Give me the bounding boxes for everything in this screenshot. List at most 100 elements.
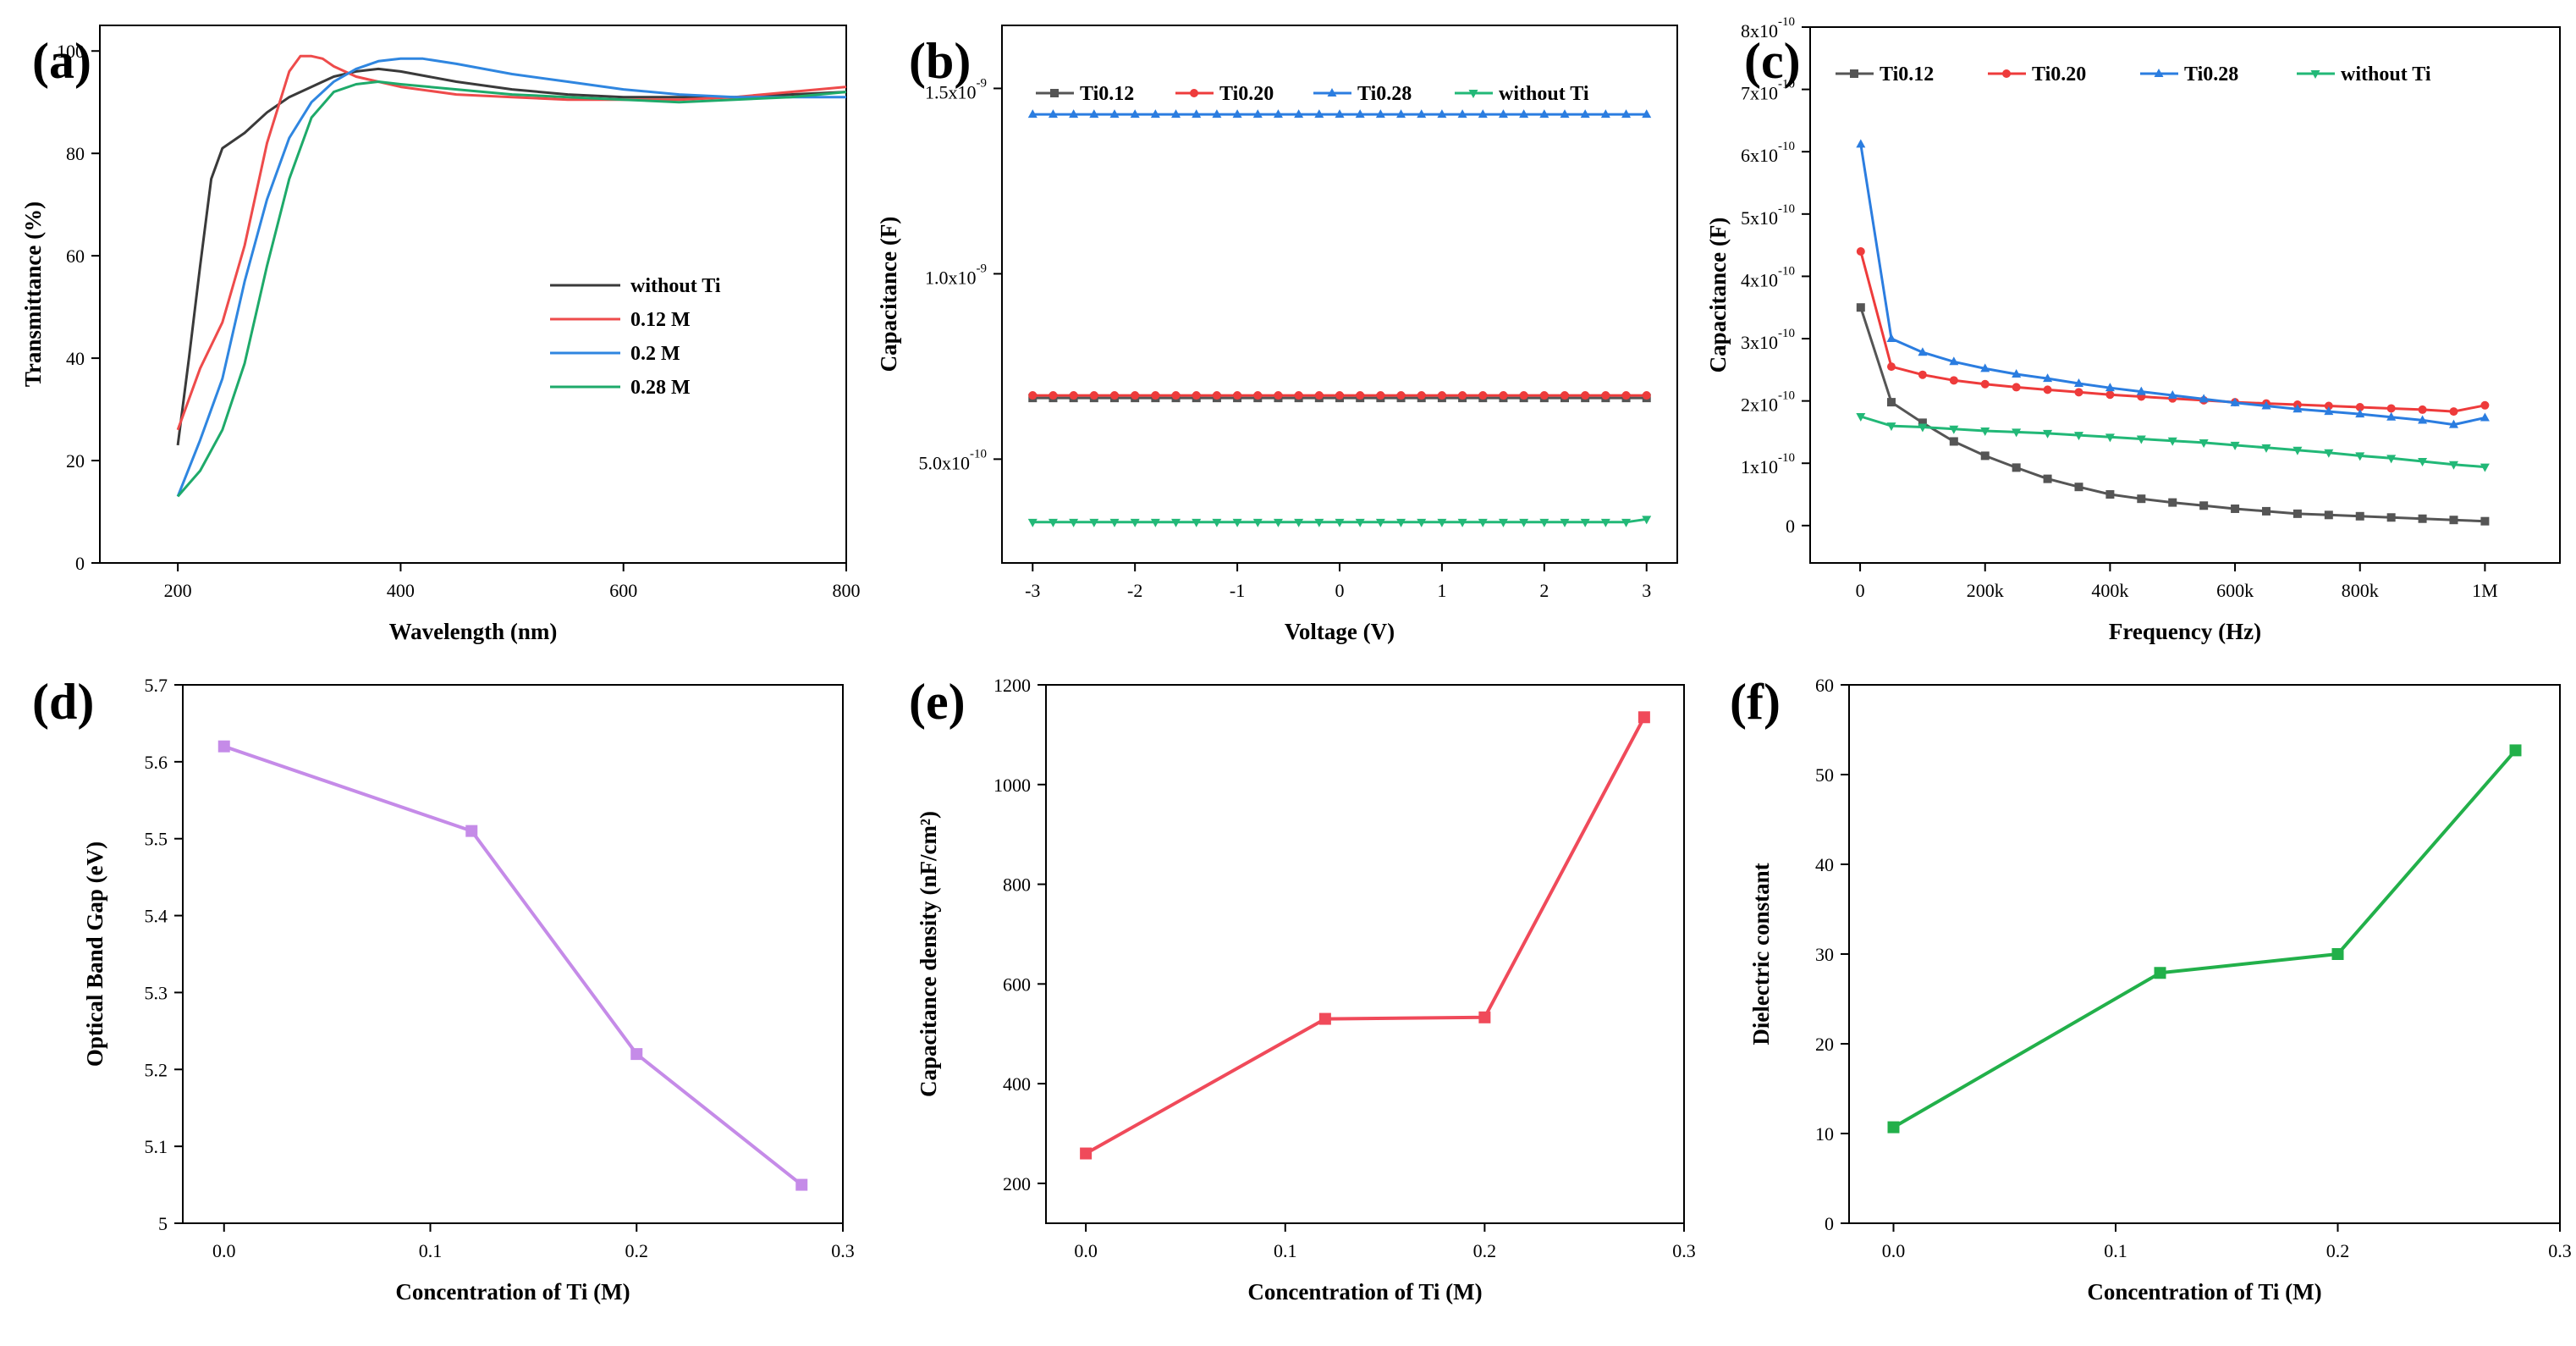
data-point [1089,391,1098,400]
data-point [1232,518,1242,527]
series-ti0-20 [1856,246,2490,416]
chart-e: 0.0 0.1 0.2 0.3 200 400 600 800 1000 1200 Concentr… [916,675,1696,1305]
data-point [2012,383,2021,392]
panel-label: (e) [909,674,966,730]
data-point [2167,390,2177,400]
panel-label: (a) [32,33,91,89]
data-point [2105,490,2115,499]
data-point [1417,109,1427,119]
y-tick-label: 50 [1815,764,1834,786]
data-point [1356,391,1365,400]
y-axis-label: Optical Band Gap (eV) [82,841,107,1067]
data-point [1130,518,1140,527]
data-point [1171,391,1181,400]
data-point [1027,109,1038,119]
legend-label: 0.12 M [630,309,691,331]
series-0-2-m [176,57,846,497]
data-point [1417,518,1427,527]
y-tick-exponent: -10 [1778,327,1795,340]
data-point [1171,109,1181,119]
data-point [2074,483,2083,492]
data-point [1110,391,1119,400]
data-point [217,740,230,753]
data-point [2136,386,2146,395]
chart-b: -3 -2 -1 0 1 2 35.0x10-101.0x10-91.5x10-9Volta… [876,25,1678,644]
y-tick-label: 60 [66,245,85,267]
data-point [1192,391,1201,400]
data-point [1458,391,1467,400]
x-tick-label: -2 [1127,580,1142,601]
data-point [2167,437,2177,446]
data-point [1638,711,1650,724]
data-point [2012,463,2021,472]
y-tick-exponent: -10 [1778,15,1795,29]
data-point [630,1048,643,1061]
data-point [1109,518,1120,527]
data-point [1335,391,1344,400]
x-tick-label: 400k [2091,580,2128,601]
data-point [1580,518,1590,527]
data-point [1600,518,1610,527]
data-point [1417,391,1426,400]
series-ti0-20 [1028,391,1651,400]
x-tick-label: 0.0 [1074,1240,1098,1261]
data-point [2043,385,2052,394]
data-point [1335,518,1345,527]
y-tick-label: 5.4 [145,906,168,927]
y-tick-exponent: -10 [970,447,987,461]
data-point [465,825,478,837]
data-point [1252,109,1263,119]
data-point [2355,409,2365,418]
data-point [2355,452,2365,461]
data-point [2230,397,2240,406]
series-dielectric-constant [1887,744,2522,1134]
data-point [1252,518,1263,527]
series-line [1892,749,2518,1129]
y-tick-label: 0 [1825,1213,1834,1234]
data-point [1089,518,1099,527]
series-ti0-12 [1856,303,2490,526]
data-point [1600,109,1610,119]
data-point [2043,429,2053,439]
data-point [2261,400,2271,410]
data-point [2418,405,2427,414]
data-point [1478,1011,1491,1023]
data-point [1396,391,1406,400]
x-tick-label: 200 [164,580,192,601]
data-point [2074,388,2083,397]
series-without-ti [176,67,847,446]
data-point [1949,425,1959,434]
data-point [1581,391,1590,400]
data-point [1478,518,1488,527]
data-point [1171,518,1181,527]
y-tick-label: 5.0x10-10 [919,447,988,473]
data-point [1109,109,1120,119]
y-tick-label: 5.3 [145,982,168,1003]
data-point [1498,109,1508,119]
y-axis-label: Dielectric constant [1748,863,1774,1045]
data-point [1601,391,1610,400]
y-tick-label: 1.0x10-9 [925,262,987,288]
data-point [1621,391,1631,400]
y-tick-label: 400 [1003,1073,1031,1095]
x-axis-label: Frequency (Hz) [2109,619,2261,644]
x-tick-label: 600 [609,580,637,601]
data-point [1212,518,1222,527]
data-point [2199,394,2209,403]
legend-marker [2154,69,2164,77]
legend-label: 0.2 M [630,343,680,365]
data-point [1150,518,1160,527]
legend-marker [1050,89,1059,97]
data-point [1080,1147,1093,1160]
data-point [1130,109,1140,119]
legend-label: Ti0.12 [1880,63,1934,86]
x-axis-label: Wavelength (nm) [389,619,558,644]
x-tick-label: 1M [2472,580,2498,601]
y-tick-label: 80 [66,143,85,164]
data-point [2480,400,2490,410]
chart-a: 200 400 600 800 0 20 40 60 80 100 Wavelength (nm) T… [20,25,861,644]
data-point [1294,391,1303,400]
series-without-ti [1027,516,1652,527]
data-point [1089,109,1099,119]
y-tick-label: 6x10-10 [1741,140,1795,166]
